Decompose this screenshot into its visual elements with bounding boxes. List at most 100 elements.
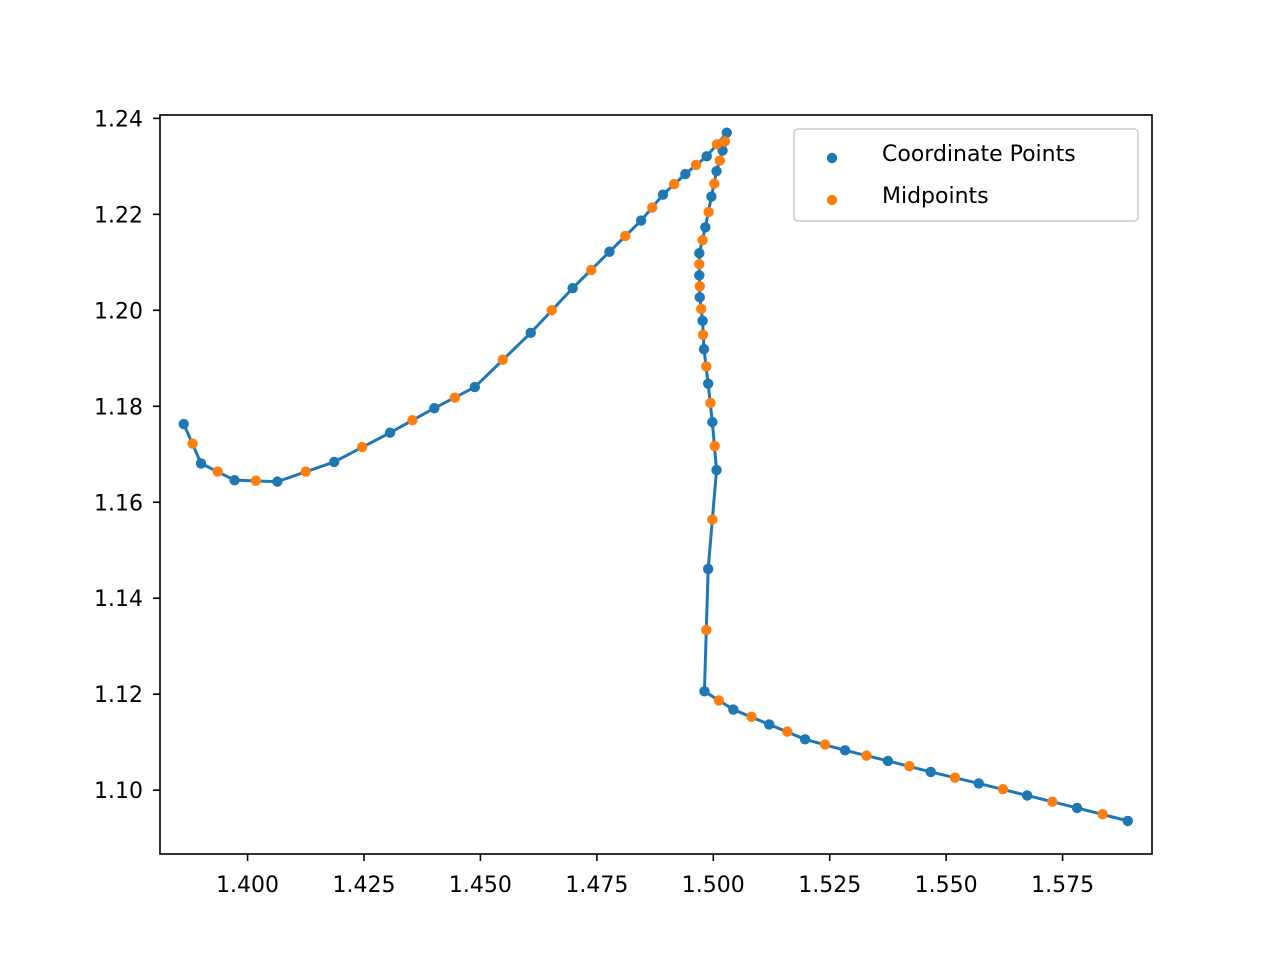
data-point-coordinate-points [567, 283, 578, 294]
data-point-coordinate-points [178, 418, 189, 430]
data-point-coordinate-points [328, 456, 340, 468]
data-point-coordinate-points [711, 165, 722, 177]
axes: 1.400 1.425 1.450 1.475 1.500 1.525 1.550 1.575… [94, 107, 1153, 898]
data-point-coordinate-points [799, 734, 811, 745]
data-point-coordinate-points [697, 315, 708, 327]
data-point-midpoints [746, 711, 757, 722]
data-point-coordinate-points [698, 343, 710, 355]
x-tick-label: 1.575 [1031, 873, 1094, 898]
data-point-midpoints [546, 305, 557, 316]
y-tick-label: 1.24 [94, 107, 143, 132]
data-point-coordinate-points [721, 127, 732, 138]
data-point-midpoints [250, 475, 262, 486]
data-point-midpoints [497, 354, 508, 365]
x-axis: 1.400 1.425 1.450 1.475 1.500 1.525 1.550 1.575 [216, 854, 1094, 898]
data-point-midpoints [356, 441, 368, 453]
data-point-coordinate-points [706, 191, 717, 202]
y-axis: 1.10 1.12 1.14 1.16 1.18 1.20 1.22 1.24 [94, 107, 160, 804]
y-tick-label: 1.22 [94, 203, 143, 228]
data-point-coordinate-points [925, 766, 936, 778]
legend-box [793, 128, 1139, 222]
data-point-coordinate-points [604, 246, 615, 257]
x-tick-label: 1.425 [332, 873, 395, 898]
data-point-coordinate-points [707, 416, 718, 428]
data-point-coordinate-points [272, 476, 283, 487]
data-point-coordinate-points [694, 270, 705, 281]
data-point-coordinate-points [429, 403, 440, 414]
data-point-midpoints [713, 695, 725, 706]
data-point-midpoints [861, 750, 872, 761]
x-tick-label: 1.450 [449, 873, 512, 898]
data-point-midpoints [647, 202, 658, 213]
legend-marker-midpoints [826, 194, 838, 206]
data-point-coordinate-points [728, 704, 739, 715]
legend-label-coordinate-points: Coordinate Points [882, 142, 1076, 167]
data-point-coordinate-points [701, 151, 712, 162]
y-tick-label: 1.14 [94, 587, 143, 612]
data-point-midpoints [997, 784, 1009, 795]
x-tick-label: 1.500 [682, 873, 745, 898]
data-point-coordinate-points [680, 168, 691, 180]
data-point-coordinate-points [882, 755, 894, 767]
data-point-midpoints [697, 235, 708, 246]
y-tick-label: 1.10 [94, 779, 143, 804]
data-point-midpoints [668, 178, 680, 190]
data-point-coordinate-points [1071, 802, 1083, 814]
data-point-midpoints [449, 392, 461, 403]
data-point-midpoints [1047, 796, 1058, 807]
y-tick-label: 1.12 [94, 683, 143, 708]
data-point-coordinate-points [229, 474, 240, 486]
data-point-midpoints [586, 264, 597, 276]
data-point-coordinate-points [1021, 790, 1033, 801]
data-point-midpoints [711, 139, 723, 150]
data-point-midpoints [187, 438, 198, 449]
data-point-coordinate-points [711, 464, 722, 476]
legend: Coordinate Points Midpoints [793, 128, 1139, 222]
data-point-coordinate-points [973, 778, 984, 789]
data-point-midpoints [709, 440, 720, 452]
x-tick-label: 1.525 [798, 873, 861, 898]
data-point-midpoints [709, 178, 720, 189]
data-point-midpoints [690, 159, 702, 171]
data-point-coordinate-points [469, 381, 481, 393]
y-tick-label: 1.20 [94, 299, 143, 324]
data-point-coordinate-points [839, 745, 851, 756]
data-point-coordinate-points [384, 427, 396, 438]
data-point-coordinate-points [694, 248, 705, 259]
data-point-coordinate-points [702, 563, 714, 575]
axes-frame [159, 114, 1153, 855]
legend-label-midpoints: Midpoints [882, 184, 989, 209]
data-point-midpoints [407, 415, 418, 426]
data-point-midpoints [694, 259, 705, 270]
data-point-midpoints [819, 739, 831, 750]
data-point-midpoints [703, 206, 714, 218]
data-point-midpoints [695, 303, 707, 315]
legend-marker-coordinate-points [826, 152, 838, 164]
data-point-coordinate-points [702, 378, 714, 389]
data-point-midpoints [707, 514, 718, 525]
data-point-coordinate-points [525, 327, 536, 339]
data-point-midpoints [949, 772, 961, 783]
data-point-midpoints [1097, 808, 1108, 820]
data-point-midpoints [620, 230, 631, 242]
x-tick-label: 1.400 [216, 873, 279, 898]
data-point-midpoints [697, 329, 709, 340]
data-point-midpoints [904, 760, 915, 772]
data-point-coordinate-points [699, 686, 710, 697]
data-point-midpoints [694, 281, 705, 292]
y-tick-label: 1.18 [94, 395, 143, 420]
data-point-coordinate-points [763, 719, 775, 730]
x-tick-label: 1.475 [565, 873, 628, 898]
data-point-coordinate-points [700, 222, 711, 233]
data-point-coordinate-points [1122, 815, 1133, 827]
data-point-coordinate-points [694, 292, 705, 303]
data-point-midpoints [719, 136, 731, 147]
series-midpoints [187, 136, 1108, 820]
y-tick-label: 1.16 [94, 491, 143, 516]
data-point-coordinate-points [195, 458, 207, 469]
data-point-midpoints [212, 466, 223, 477]
data-point-midpoints [701, 361, 712, 372]
data-point-midpoints [782, 726, 793, 737]
data-point-midpoints [300, 466, 311, 477]
